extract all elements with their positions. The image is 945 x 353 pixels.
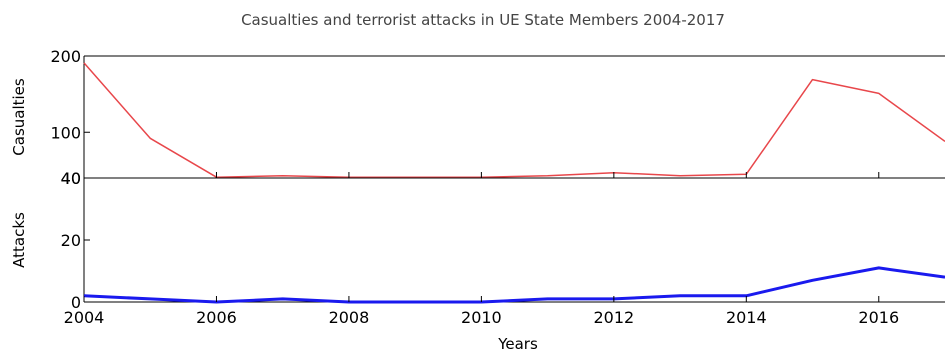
- panel-1: 200 100 40 Casualties: [10, 47, 945, 188]
- chart-title: Casualties and terrorist attacks in UE S…: [241, 11, 725, 29]
- y-tick-label: 20: [61, 231, 81, 250]
- series-line: [83, 266, 945, 304]
- y-tick-label: 40: [61, 169, 81, 188]
- y-axis-label: Casualties: [10, 78, 28, 156]
- x-tick-label: 2008: [329, 308, 370, 327]
- x-axis-label: Years: [497, 335, 538, 353]
- x-tick-label: 2004: [64, 308, 105, 327]
- x-tick-label: 2010: [461, 308, 502, 327]
- x-tick-label: 2006: [196, 308, 237, 327]
- y-tick-label: 40: [61, 169, 81, 188]
- x-axis: 2004 2006 2008 2010 2012 2014 2016: [64, 172, 899, 327]
- x-tick-label: 2016: [858, 308, 899, 327]
- y-tick-label: 100: [50, 123, 81, 142]
- y-axis-label: Attacks: [10, 212, 28, 268]
- series-line: [83, 62, 945, 178]
- y-tick-label: 0: [71, 293, 81, 312]
- x-tick-label: 2012: [593, 308, 634, 327]
- x-tick-label: 2014: [726, 308, 767, 327]
- y-tick-label: 200: [50, 47, 81, 66]
- panel-2: 40 20 0 Attacks: [10, 169, 945, 312]
